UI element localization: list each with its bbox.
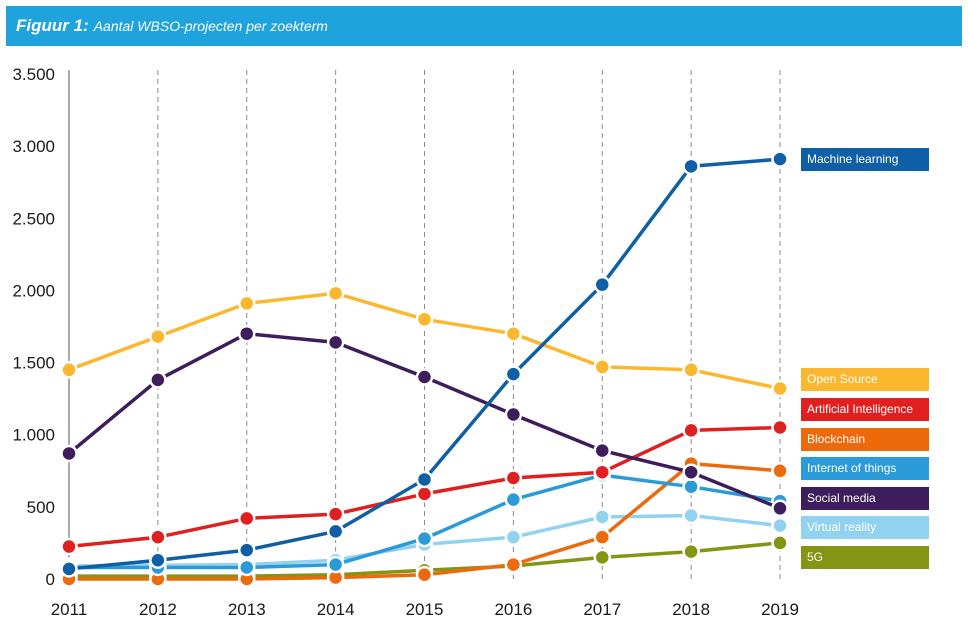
data-point-internet-of-things — [415, 529, 434, 548]
legend-item-5g: 5G — [801, 546, 929, 569]
x-tick-label: 2013 — [228, 600, 266, 619]
legend-item-internet-of-things: Internet of things — [801, 457, 929, 480]
legend-item-machine-learning: Machine learning — [801, 148, 929, 171]
data-point-social-media — [771, 499, 789, 518]
y-tick-label: 3.000 — [12, 137, 55, 156]
data-point-social-media — [149, 371, 167, 389]
data-point-artificial-intelligence — [326, 505, 345, 523]
data-point-blockchain — [771, 462, 789, 480]
data-point-blockchain — [593, 528, 611, 546]
data-point-internet-of-things — [682, 477, 700, 496]
data-point-artificial-intelligence — [771, 418, 789, 437]
data-point-artificial-intelligence — [238, 509, 256, 528]
data-point-social-media — [504, 405, 523, 424]
x-tick-label: 2014 — [317, 600, 355, 619]
y-tick-label: 3.500 — [12, 65, 55, 84]
x-tick-label: 2011 — [51, 600, 88, 619]
data-point-artificial-intelligence — [682, 421, 700, 440]
data-point-5g — [593, 548, 611, 567]
legend-item-open-source: Open Source — [801, 368, 929, 391]
data-point-artificial-intelligence — [504, 469, 523, 487]
data-point-blockchain — [415, 565, 434, 584]
data-point-open-source — [415, 310, 434, 329]
data-point-open-source — [504, 324, 523, 343]
y-tick-label: 0 — [46, 570, 55, 589]
data-point-artificial-intelligence — [149, 528, 167, 546]
data-point-machine-learning — [149, 551, 167, 569]
x-tick-label: 2012 — [139, 600, 177, 619]
y-tick-label: 2.500 — [12, 209, 55, 228]
data-point-machine-learning — [326, 522, 345, 541]
data-point-social-media — [415, 368, 434, 386]
data-point-blockchain — [504, 555, 523, 574]
data-point-virtual-reality — [771, 516, 789, 535]
data-point-machine-learning — [415, 470, 434, 489]
y-tick-label: 2.000 — [12, 281, 55, 300]
data-point-open-source — [238, 294, 256, 313]
data-point-machine-learning — [771, 150, 789, 168]
x-tick-label: 2019 — [761, 600, 799, 619]
data-point-artificial-intelligence — [593, 463, 611, 481]
data-point-open-source — [771, 379, 789, 398]
data-point-internet-of-things — [238, 558, 256, 577]
data-point-social-media — [238, 324, 256, 343]
data-point-5g — [682, 542, 700, 561]
x-tick-label: 2016 — [494, 600, 532, 619]
data-point-social-media — [326, 333, 345, 352]
data-point-artificial-intelligence — [60, 537, 78, 556]
data-point-open-source — [593, 358, 611, 376]
chart-title: Aantal WBSO-projecten per zoekterm — [93, 18, 328, 34]
legend-item-virtual-reality: Virtual reality — [801, 516, 929, 539]
data-point-social-media — [682, 463, 700, 481]
legend-item-blockchain: Blockchain — [801, 428, 929, 451]
legend-item-artificial-intelligence: Artificial Intelligence — [801, 398, 929, 421]
data-point-machine-learning — [504, 365, 523, 383]
x-tick-label: 2015 — [406, 600, 444, 619]
y-tick-label: 1.000 — [12, 426, 55, 445]
data-point-open-source — [326, 284, 345, 303]
legend-item-social-media: Social media — [801, 487, 929, 510]
data-point-virtual-reality — [593, 508, 611, 526]
data-point-machine-learning — [682, 157, 700, 176]
data-point-machine-learning — [593, 275, 611, 294]
x-tick-label: 2017 — [583, 600, 621, 619]
data-point-artificial-intelligence — [415, 485, 434, 503]
data-point-virtual-reality — [504, 528, 523, 546]
data-point-open-source — [682, 361, 700, 379]
chart-title-bar: Figuur 1: Aantal WBSO-projecten per zoek… — [6, 6, 962, 46]
series-line-machine-learning — [68, 157, 781, 571]
data-point-open-source — [149, 327, 167, 346]
chart-title-prefix: Figuur 1: — [16, 16, 89, 35]
x-tick-label: 2018 — [672, 600, 710, 619]
y-tick-label: 1.500 — [12, 354, 55, 373]
data-point-internet-of-things — [326, 555, 345, 574]
data-point-machine-learning — [238, 541, 256, 559]
y-tick-label: 500 — [27, 498, 55, 517]
data-point-machine-learning — [60, 560, 78, 578]
data-point-open-source — [60, 361, 78, 379]
data-point-social-media — [60, 444, 78, 463]
data-point-social-media — [593, 441, 611, 460]
data-point-5g — [771, 534, 789, 552]
data-point-internet-of-things — [504, 490, 523, 509]
data-point-virtual-reality — [682, 506, 700, 525]
